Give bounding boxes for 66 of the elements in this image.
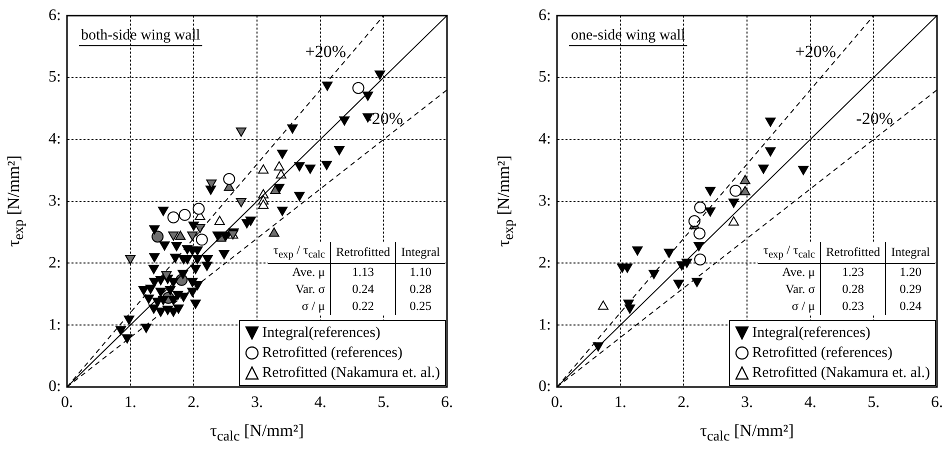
legend-label: Integral(references) — [752, 324, 870, 343]
x-tick-label: 2. — [678, 394, 690, 411]
annotation: Ave. μ — [291, 264, 326, 281]
y-tick-label: 6: — [48, 6, 61, 24]
x-tick-label: 6. — [441, 394, 453, 411]
annotation: 0.28 — [396, 281, 445, 298]
annotation: 0.25 — [396, 298, 445, 315]
annotation: 0.22 — [330, 298, 396, 315]
x-tick-label: 4. — [314, 394, 326, 411]
annotation: Ave. μ — [781, 264, 816, 281]
x-tick-label: 3. — [741, 394, 753, 411]
series-label: -20% — [366, 109, 403, 128]
x-tick-label: 1. — [124, 394, 136, 411]
legend-label: Retrofitted (Nakamura et. al.) — [262, 364, 440, 383]
x-tick-label: 6. — [931, 394, 943, 411]
y-tick-label: 4: — [48, 130, 61, 148]
y-tick-label: 3: — [48, 192, 61, 210]
legend-label: Retrofitted (references) — [752, 344, 892, 363]
annotation: 0.23 — [820, 298, 886, 315]
y-tick-label: 0: — [538, 378, 551, 396]
y-tick-label: 0: — [48, 378, 61, 396]
x-tick-label: 2. — [188, 394, 200, 411]
y-tick-label: 5: — [538, 68, 551, 86]
series-label: -20% — [856, 109, 893, 128]
text: both-side wing wall — [81, 28, 200, 44]
annotation: 0.24 — [886, 298, 935, 315]
annotation: τ$_{exp}$ / τ$_{calc}$ — [758, 242, 820, 264]
x-tick-label: 0. — [61, 394, 73, 411]
annotation: Retrofitted — [330, 242, 396, 264]
x-tick-label: 5. — [868, 394, 880, 411]
annotation: τ$_{exp}$ / τ$_{calc}$ — [268, 242, 330, 264]
annotation: Var. σ — [784, 281, 816, 298]
y-tick-label: 6: — [538, 6, 551, 24]
series-label: +20% — [795, 42, 836, 62]
x-axis-title: τ$_{calc}$ [N/mm²] — [210, 421, 304, 446]
annotation: Integral — [396, 242, 445, 264]
annotation: 1.10 — [396, 264, 445, 281]
x-axis-title: τ$_{calc}$ [N/mm²] — [700, 421, 794, 446]
annotation: Integral — [886, 242, 935, 264]
legend-label: Retrofitted (Nakamura et. al.) — [752, 364, 930, 383]
y-tick-label: 4: — [538, 130, 551, 148]
legend-label: Retrofitted (references) — [262, 344, 402, 363]
annotation: Retrofitted — [820, 242, 886, 264]
text: one-side wing wall — [571, 28, 686, 44]
x-tick-label: 5. — [378, 394, 390, 411]
y-tick-label: 1: — [538, 316, 551, 334]
y-tick-label: 2: — [538, 254, 551, 272]
annotation: 0.28 — [820, 281, 886, 298]
legend-label: Integral(references) — [262, 324, 380, 343]
x-tick-label: 0. — [551, 394, 563, 411]
annotation: σ / μ — [790, 298, 816, 315]
annotation: 1.23 — [820, 264, 886, 281]
y-tick-label: 2: — [48, 254, 61, 272]
series-label: +20% — [305, 42, 346, 62]
annotation: 1.13 — [330, 264, 396, 281]
annotation: 1.20 — [886, 264, 935, 281]
x-tick-label: 4. — [804, 394, 816, 411]
annotation: 0.29 — [886, 281, 935, 298]
annotation: σ / μ — [300, 298, 326, 315]
y-tick-label: 1: — [48, 316, 61, 334]
y-tick-label: 5: — [48, 68, 61, 86]
x-tick-label: 3. — [251, 394, 263, 411]
y-tick-label: 3: — [538, 192, 551, 210]
annotation: Var. σ — [294, 281, 326, 298]
annotation: 0.24 — [330, 281, 396, 298]
x-tick-label: 1. — [614, 394, 626, 411]
